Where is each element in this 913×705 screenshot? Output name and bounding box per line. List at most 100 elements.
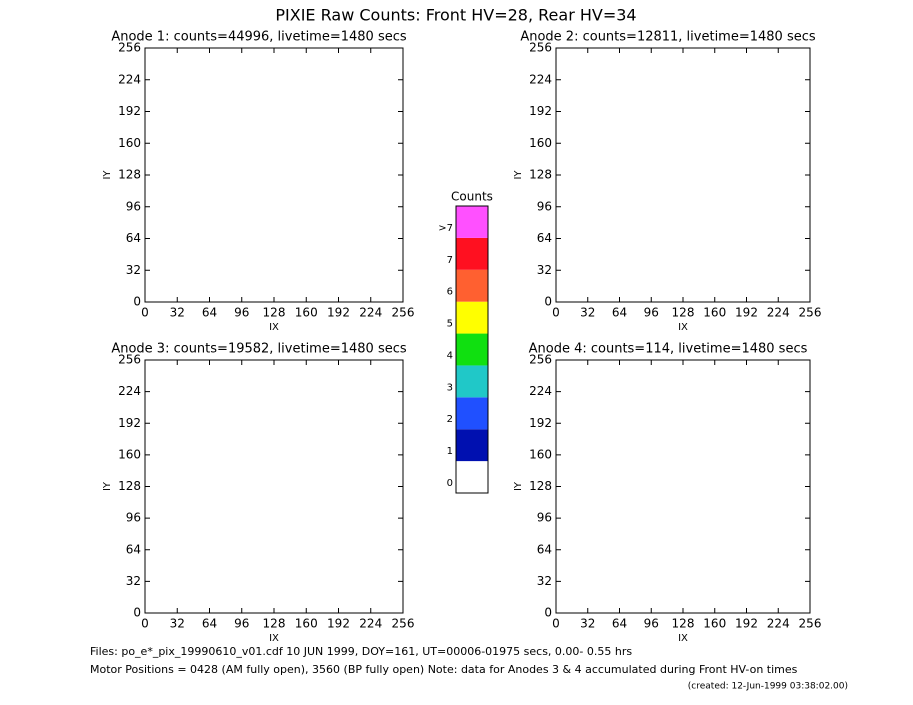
y-tick-label: 0 [133,295,141,309]
y-tick-label: 192 [118,416,141,430]
y-tick-label: 128 [118,479,141,493]
y-tick-label: 192 [118,104,141,118]
y-tick-label: 128 [529,479,552,493]
x-tick-label: 0 [141,617,149,631]
y-tick-label: 192 [529,104,552,118]
x-tick-label: 192 [327,617,350,631]
y-tick-label: 128 [529,168,552,182]
y-tick-label: 32 [126,263,141,277]
x-tick-label: 160 [295,306,318,320]
colorbar-swatch [456,429,488,462]
x-tick-label: 96 [644,617,659,631]
y-tick-label: 64 [537,542,552,556]
x-tick-label: 192 [735,306,758,320]
y-axis-label: IY [513,170,524,180]
x-axis-label: IX [678,633,688,644]
y-tick-label: 160 [118,447,141,461]
y-tick-label: 64 [126,542,141,556]
colorbar-swatch [456,365,488,398]
plot-frame [144,47,404,303]
x-axis-label: IX [269,633,279,644]
x-tick-label: 256 [392,306,415,320]
colorbar-label: 5 [447,319,453,330]
x-tick-label: 160 [703,306,726,320]
colorbar-label: 4 [447,350,453,361]
footer-files: Files: po_e*_pix_19990610_v01.cdf 10 JUN… [90,645,632,658]
y-tick-label: 0 [133,606,141,620]
x-tick-label: 256 [392,617,415,631]
x-tick-label: 64 [202,617,217,631]
y-tick-label: 0 [544,295,552,309]
panel-title: Anode 1: counts=44996, livetime=1480 sec… [111,30,407,45]
x-tick-label: 160 [703,617,726,631]
colorbar-frame [455,205,489,494]
x-tick-label: 96 [234,617,249,631]
y-tick-label: 96 [537,199,552,213]
colorbar-swatch [456,397,488,430]
y-tick-label: 128 [118,168,141,182]
y-tick-label: 224 [118,384,141,398]
x-tick-label: 0 [552,617,560,631]
y-tick-label: 160 [118,136,141,150]
x-tick-label: 160 [295,617,318,631]
colorbar-swatch [456,206,488,238]
y-tick-label: 32 [537,263,552,277]
colorbar-swatch [456,301,488,334]
footer-created: (created: 12-Jun-1999 03:38:02.00) [688,682,848,692]
y-tick-label: 160 [529,136,552,150]
plot-frame [144,359,404,614]
x-tick-label: 0 [141,306,149,320]
colorbar-label: 3 [447,382,453,393]
x-tick-label: 192 [735,617,758,631]
y-tick-label: 224 [529,384,552,398]
colorbar-label: >7 [438,223,453,234]
colorbar-title: Counts [451,190,493,204]
x-tick-label: 128 [263,306,286,320]
page-title: PIXIE Raw Counts: Front HV=28, Rear HV=3… [275,6,636,25]
y-axis-label: IY [102,170,113,180]
x-tick-label: 224 [359,617,382,631]
y-tick-label: 0 [544,606,552,620]
x-axis-label: IX [678,322,688,333]
colorbar-swatch [456,237,488,270]
x-tick-label: 32 [170,617,185,631]
panel-title: Anode 4: counts=114, livetime=1480 secs [529,342,808,357]
x-tick-label: 64 [202,306,217,320]
y-axis-label: IY [513,481,524,491]
colorbar-label: 0 [447,478,453,489]
y-tick-label: 256 [118,353,141,367]
colorbar-label: 1 [447,446,453,457]
x-tick-label: 96 [644,306,659,320]
x-tick-label: 32 [580,617,595,631]
plot-frame [555,359,811,614]
colorbar-swatch [456,461,488,493]
colorbar-label: 6 [447,287,453,298]
x-tick-label: 256 [799,617,822,631]
y-tick-label: 160 [529,447,552,461]
x-tick-label: 224 [359,306,382,320]
x-tick-label: 0 [552,306,560,320]
colorbar-swatch [456,269,488,302]
y-tick-label: 256 [529,353,552,367]
y-tick-label: 256 [118,41,141,55]
colorbar-swatch [456,333,488,366]
y-tick-label: 96 [126,511,141,525]
y-tick-label: 224 [529,72,552,86]
panel-title: Anode 3: counts=19582, livetime=1480 sec… [111,342,407,357]
x-tick-label: 64 [612,306,627,320]
y-tick-label: 32 [537,574,552,588]
colorbar-label: 7 [447,255,453,266]
x-tick-label: 256 [799,306,822,320]
footer-motor: Motor Positions = 0428 (AM fully open), … [90,663,798,676]
plot-frame [555,47,811,303]
x-tick-label: 224 [767,617,790,631]
x-tick-label: 64 [612,617,627,631]
x-tick-label: 32 [170,306,185,320]
x-tick-label: 96 [234,306,249,320]
y-axis-label: IY [102,481,113,491]
y-tick-label: 64 [537,231,552,245]
y-tick-label: 256 [529,41,552,55]
y-tick-label: 32 [126,574,141,588]
y-tick-label: 224 [118,72,141,86]
